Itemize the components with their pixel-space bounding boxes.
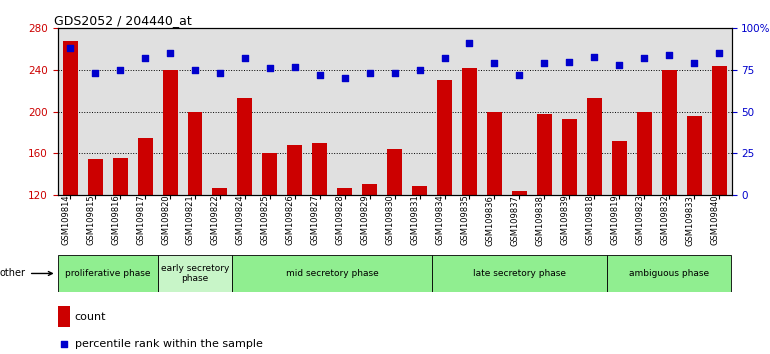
Bar xyxy=(287,145,303,195)
Text: GSM109815: GSM109815 xyxy=(86,195,95,245)
Point xyxy=(538,61,551,66)
Text: late secretory phase: late secretory phase xyxy=(473,269,566,278)
Text: GSM109839: GSM109839 xyxy=(561,195,569,245)
Text: GSM109832: GSM109832 xyxy=(660,195,669,245)
Text: GSM109826: GSM109826 xyxy=(286,195,295,245)
Bar xyxy=(88,159,102,195)
Bar xyxy=(587,98,601,195)
Bar xyxy=(362,184,377,195)
Bar xyxy=(487,112,502,195)
Bar xyxy=(263,153,277,195)
Point xyxy=(313,72,326,78)
Point xyxy=(713,51,725,56)
Bar xyxy=(233,255,432,292)
Point xyxy=(164,51,176,56)
Point xyxy=(64,45,76,51)
Point xyxy=(438,56,450,61)
Point xyxy=(688,61,700,66)
Bar xyxy=(462,68,477,195)
Text: GSM109824: GSM109824 xyxy=(236,195,245,245)
Bar xyxy=(637,112,651,195)
Bar xyxy=(213,188,227,195)
Text: GSM109819: GSM109819 xyxy=(610,195,619,245)
Point xyxy=(214,70,226,76)
Text: GSM109833: GSM109833 xyxy=(685,195,694,246)
Bar xyxy=(162,70,178,195)
Bar xyxy=(611,141,627,195)
Text: GSM109823: GSM109823 xyxy=(635,195,644,245)
Bar xyxy=(237,98,253,195)
Text: GSM109817: GSM109817 xyxy=(136,195,145,245)
Bar xyxy=(387,149,402,195)
Text: GSM109827: GSM109827 xyxy=(311,195,320,245)
Bar xyxy=(62,41,78,195)
Point xyxy=(613,62,625,68)
Point xyxy=(638,56,651,61)
Text: GSM109818: GSM109818 xyxy=(585,195,594,245)
Point xyxy=(58,342,70,347)
Text: GSM109840: GSM109840 xyxy=(710,195,719,245)
Bar xyxy=(537,114,552,195)
Bar xyxy=(112,158,128,195)
Bar xyxy=(432,255,607,292)
Bar xyxy=(138,137,152,195)
Text: mid secretory phase: mid secretory phase xyxy=(286,269,379,278)
Bar xyxy=(661,70,677,195)
Point xyxy=(488,61,500,66)
Text: count: count xyxy=(75,312,106,322)
Bar xyxy=(337,188,352,195)
Point xyxy=(663,52,675,58)
Point xyxy=(588,54,601,59)
Bar xyxy=(158,255,233,292)
Bar xyxy=(188,112,203,195)
Point xyxy=(339,75,351,81)
Text: GSM109829: GSM109829 xyxy=(360,195,370,245)
Bar xyxy=(313,143,327,195)
Text: GSM109814: GSM109814 xyxy=(62,195,70,245)
Text: GSM109831: GSM109831 xyxy=(410,195,420,245)
Bar xyxy=(687,116,701,195)
Bar xyxy=(412,186,427,195)
Bar xyxy=(512,190,527,195)
Bar xyxy=(607,255,731,292)
Point xyxy=(363,70,376,76)
Bar xyxy=(437,80,452,195)
Text: GDS2052 / 204440_at: GDS2052 / 204440_at xyxy=(55,14,192,27)
Text: GSM109816: GSM109816 xyxy=(111,195,120,245)
Bar xyxy=(58,255,158,292)
Text: GSM109835: GSM109835 xyxy=(460,195,470,245)
Point xyxy=(189,67,201,73)
Text: early secretory
phase: early secretory phase xyxy=(161,264,229,283)
Point xyxy=(114,67,126,73)
Text: percentile rank within the sample: percentile rank within the sample xyxy=(75,339,263,349)
Text: other: other xyxy=(0,268,52,279)
Point xyxy=(464,40,476,46)
Point xyxy=(388,70,400,76)
Point xyxy=(89,70,102,76)
Text: GSM109828: GSM109828 xyxy=(336,195,345,245)
Text: GSM109838: GSM109838 xyxy=(535,195,544,246)
Text: GSM109830: GSM109830 xyxy=(386,195,394,245)
Point xyxy=(563,59,575,64)
Text: GSM109825: GSM109825 xyxy=(261,195,270,245)
Text: GSM109821: GSM109821 xyxy=(186,195,195,245)
Text: ambiguous phase: ambiguous phase xyxy=(629,269,709,278)
Text: GSM109836: GSM109836 xyxy=(485,195,494,246)
Point xyxy=(514,72,526,78)
Point xyxy=(139,56,151,61)
Point xyxy=(289,64,301,69)
Bar xyxy=(711,66,727,195)
Text: GSM109834: GSM109834 xyxy=(436,195,444,245)
Text: GSM109837: GSM109837 xyxy=(511,195,520,246)
Point xyxy=(413,67,426,73)
Point xyxy=(263,65,276,71)
Bar xyxy=(562,119,577,195)
Text: GSM109822: GSM109822 xyxy=(211,195,220,245)
Bar xyxy=(58,306,70,327)
Text: proliferative phase: proliferative phase xyxy=(65,269,150,278)
Text: GSM109820: GSM109820 xyxy=(161,195,170,245)
Point xyxy=(239,56,251,61)
